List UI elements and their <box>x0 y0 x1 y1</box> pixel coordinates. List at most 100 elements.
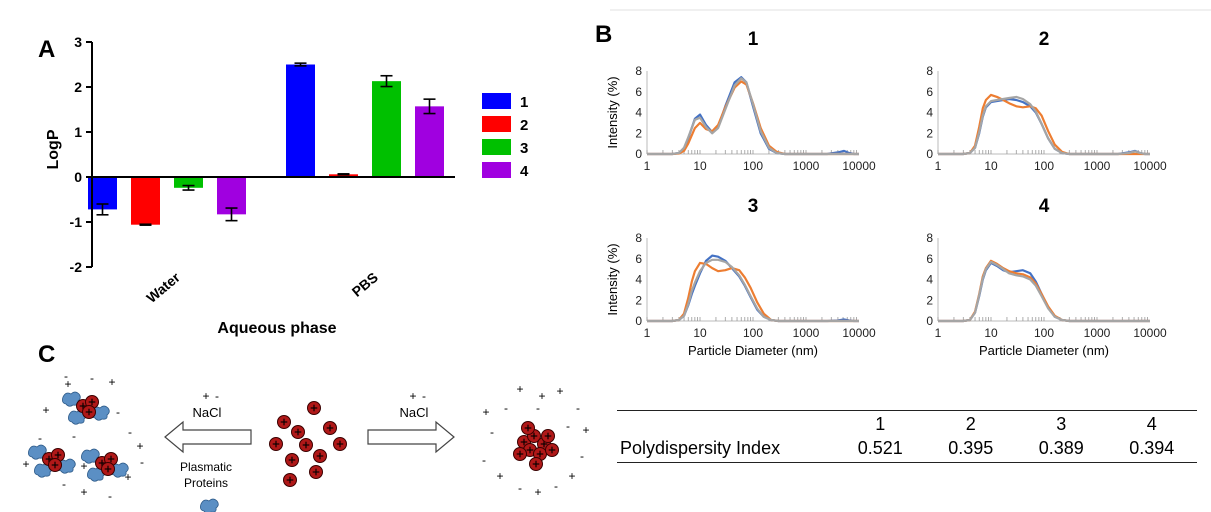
x-tick-label: 1 <box>935 326 942 340</box>
pdi-row-label: Polydispersity Index <box>620 438 781 458</box>
y-tick-label: 2 <box>926 126 933 140</box>
ion-minus: - <box>90 371 94 385</box>
y-tick-label: 6 <box>635 252 642 266</box>
nanoparticle <box>290 424 306 440</box>
y-tick-label: 0 <box>74 169 82 185</box>
proteins-label-line-2: Proteins <box>184 476 228 490</box>
legend-label-3: 3 <box>520 140 528 157</box>
y-tick-label: 8 <box>635 64 642 78</box>
x-axis-label: Particle Diameter (nm) <box>688 343 818 358</box>
ion-plus: + <box>202 389 209 403</box>
ion-minus: - <box>128 425 132 439</box>
nanoparticle <box>528 456 544 472</box>
y-tick-label: 0 <box>635 147 642 161</box>
x-tick-label: 1000 <box>1084 326 1111 340</box>
subplot-title: 1 <box>748 29 759 50</box>
ion-minus: - <box>116 405 120 419</box>
proteins-label-line-1: Plasmatic <box>180 460 232 474</box>
nanoparticle <box>308 464 324 480</box>
x-tick-label: 10 <box>693 326 707 340</box>
x-tick-label: 1 <box>644 159 651 173</box>
ion-minus: - <box>566 419 570 433</box>
ion-minus: - <box>554 479 558 493</box>
nanoparticle <box>100 461 116 477</box>
arrow-right <box>367 420 455 454</box>
ion-minus: - <box>580 449 584 463</box>
table-header-3: 3 <box>1056 414 1067 434</box>
bar-pbs-series-4 <box>415 106 444 177</box>
nanoparticle <box>81 404 97 420</box>
ion-plus: + <box>108 375 115 389</box>
size-distribution-line-2 <box>938 93 1150 156</box>
legend-swatch-4 <box>482 162 511 178</box>
x-tick-label: 10000 <box>842 159 876 173</box>
ion-plus: + <box>80 485 87 499</box>
legend-label-2: 2 <box>520 117 528 134</box>
arrow-left <box>164 420 252 454</box>
table-row: Polydispersity Index 0.521 0.395 0.389 0… <box>617 436 1197 463</box>
nanoparticle <box>268 436 284 452</box>
subplot-title: 2 <box>1039 29 1050 50</box>
x-category-label-pbs: PBS <box>349 269 381 300</box>
y-tick-label: 2 <box>635 126 642 140</box>
y-tick-label: 1 <box>74 124 82 140</box>
x-tick-label: 100 <box>1034 326 1054 340</box>
panel-label-b: B <box>595 21 612 48</box>
ion-plus: + <box>538 389 545 403</box>
size-distribution-line-1 <box>647 254 859 323</box>
y-tick-label: 4 <box>926 273 933 287</box>
bar-pbs-series-3 <box>372 81 401 177</box>
ion-minus: - <box>108 489 112 503</box>
x-tick-label: 10 <box>984 326 998 340</box>
legend-label-4: 4 <box>520 163 529 180</box>
x-axis-label: Particle Diameter (nm) <box>979 343 1109 358</box>
ion-plus: + <box>582 423 589 437</box>
ion-plus: + <box>80 459 87 473</box>
ion-minus: - <box>64 369 68 383</box>
table-header-2: 2 <box>965 414 976 434</box>
y-tick-label: 8 <box>926 231 933 245</box>
x-tick-label: 10 <box>984 159 998 173</box>
size-distribution-line-1 <box>938 261 1150 323</box>
y-axis-label: LogP <box>45 129 62 169</box>
pdi-value-3: 0.389 <box>1038 438 1084 458</box>
y-axis-label: Intensity (%) <box>605 76 620 148</box>
ion-plus: + <box>22 457 29 471</box>
logp-bar-chart: A -2 -1 0 1 2 3 LogP Water PBS Aqueous phase 1 2 3 4 <box>38 34 529 337</box>
ion-minus: - <box>62 477 66 491</box>
y-tick-label: 4 <box>635 106 642 120</box>
size-distribution-line-2 <box>938 259 1150 323</box>
ion-minus: - <box>490 425 494 439</box>
x-category-label-water: Water <box>143 269 183 306</box>
x-tick-label: 1000 <box>793 159 820 173</box>
ion-plus: + <box>124 470 131 484</box>
table-header-row: 1 2 3 4 <box>617 410 1197 437</box>
ion-minus: - <box>504 401 508 415</box>
y-axis-label: Intensity (%) <box>605 243 620 315</box>
nanoparticle <box>312 448 328 464</box>
ion-minus: - <box>482 453 486 467</box>
y-tick-label: 2 <box>926 293 933 307</box>
subplot-title: 3 <box>748 196 759 217</box>
y-tick-label: 2 <box>635 293 642 307</box>
bar-water-series-3 <box>174 177 203 188</box>
table-header-4: 4 <box>1146 414 1157 434</box>
x-tick-label: 10000 <box>1133 159 1167 173</box>
ion-minus: - <box>422 389 426 403</box>
y-tick-label: 0 <box>635 314 642 328</box>
y-tick-label: 0 <box>926 147 933 161</box>
bar-pbs-series-2 <box>329 174 358 177</box>
nanoparticle <box>322 420 338 436</box>
ion-minus: - <box>72 429 76 443</box>
table-header-blank <box>617 411 835 437</box>
nanoparticle <box>512 446 528 462</box>
y-tick-label: 4 <box>635 273 642 287</box>
x-tick-label: 1 <box>644 326 651 340</box>
size-distribution-line-1 <box>938 97 1150 156</box>
ion-minus: - <box>215 389 219 403</box>
x-tick-label: 1000 <box>793 326 820 340</box>
panel-label-c: C <box>38 341 55 368</box>
nanoparticle <box>520 420 536 436</box>
